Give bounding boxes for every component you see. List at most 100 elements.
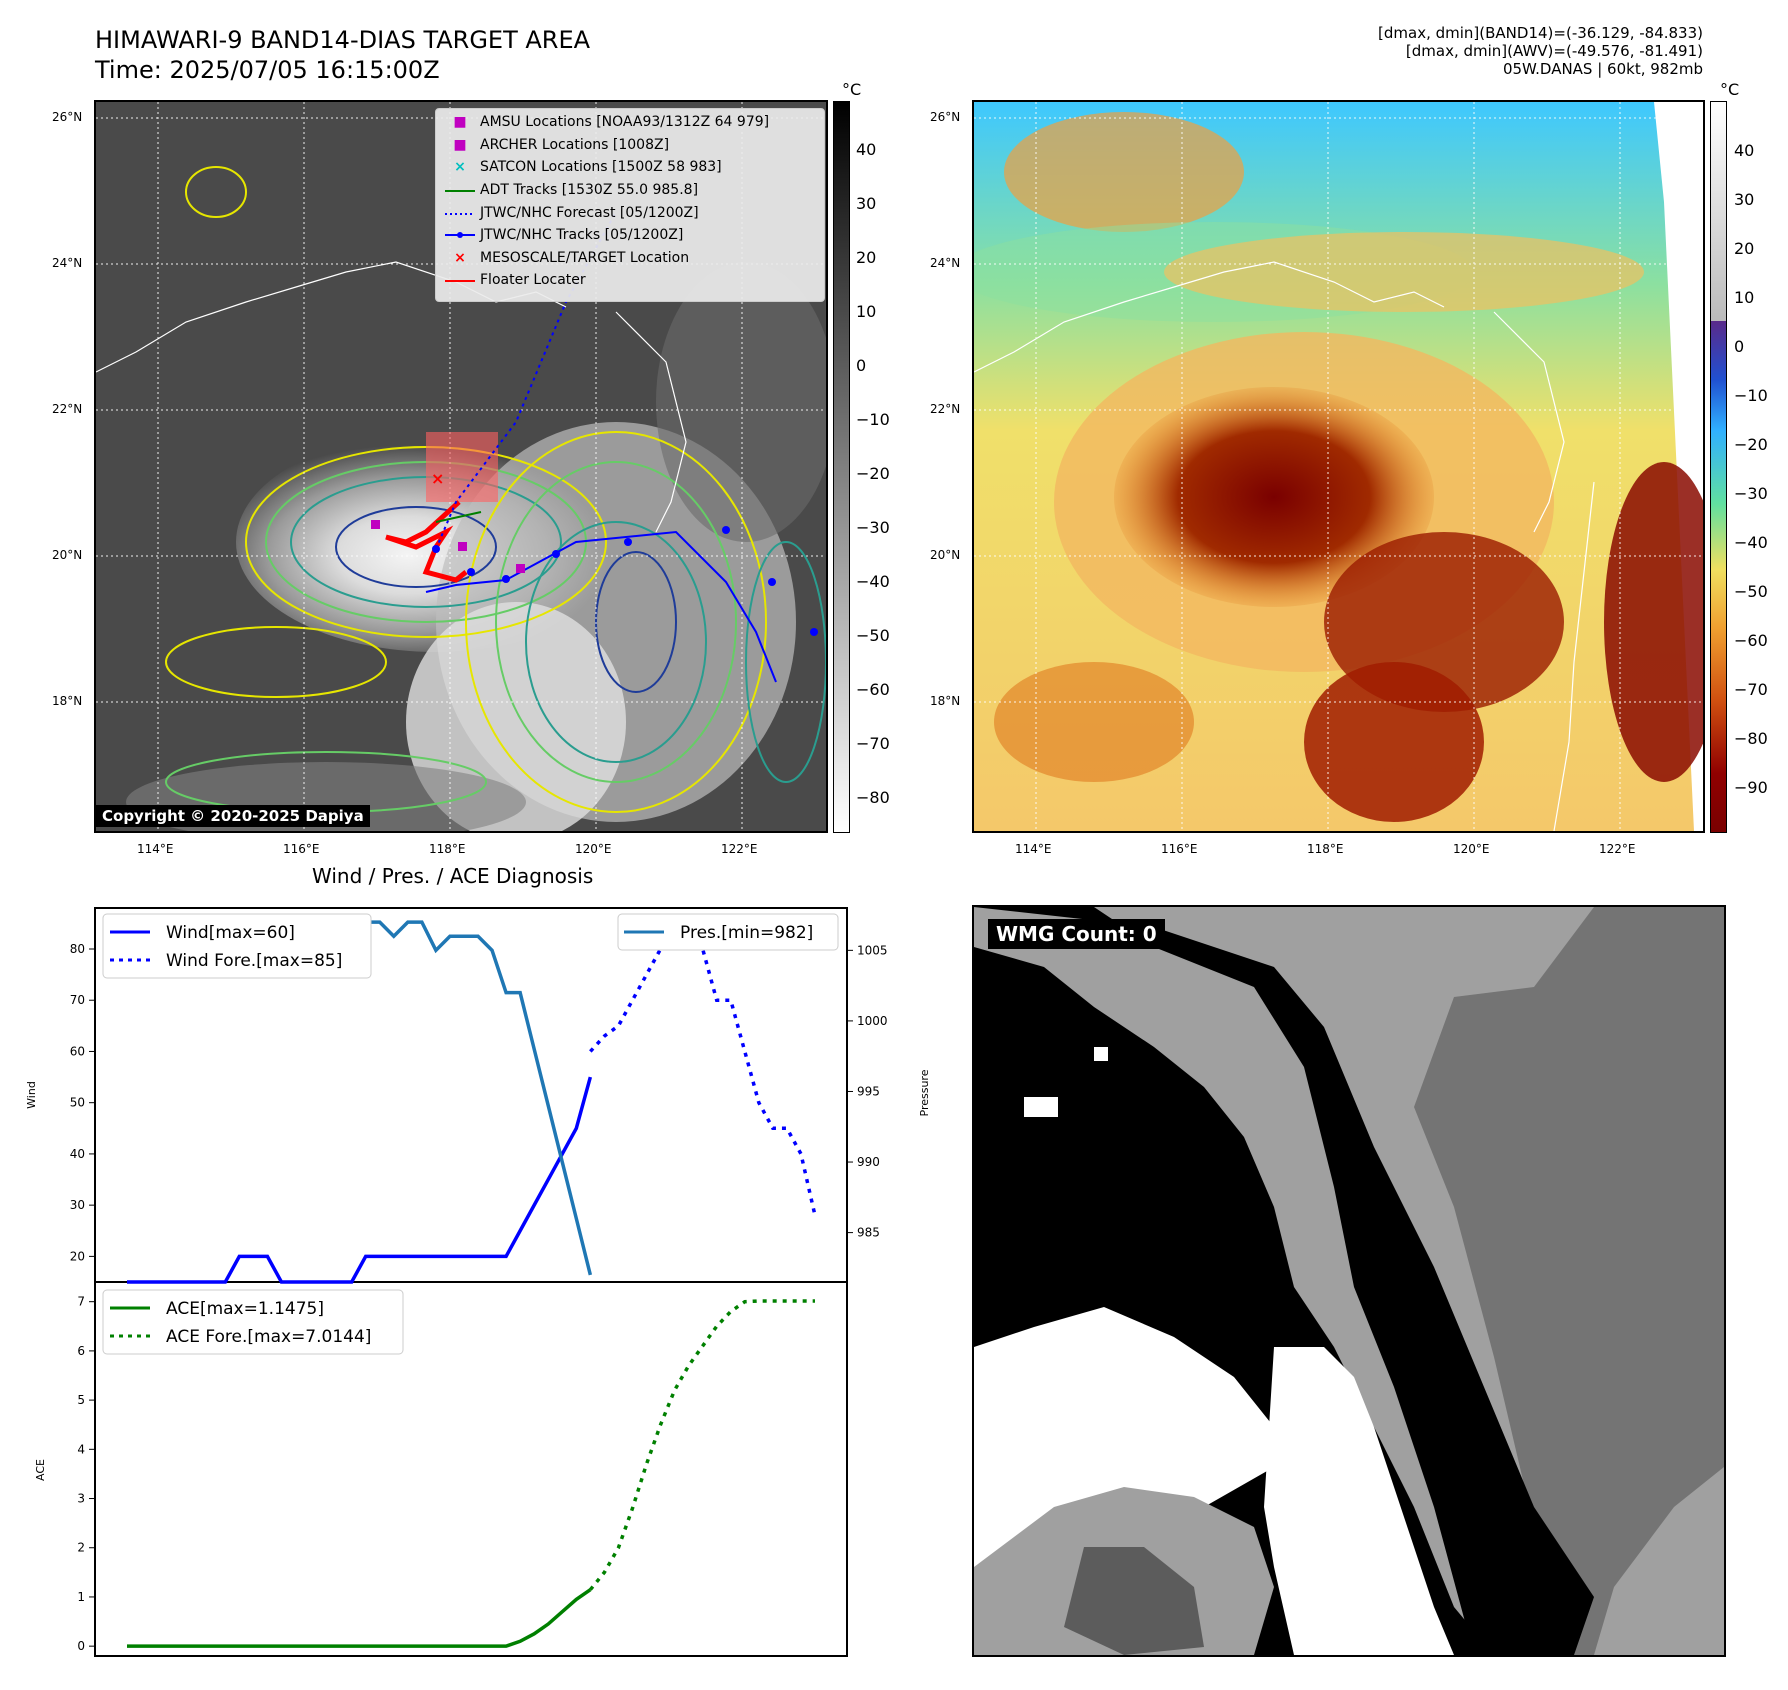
ace-ylabel: ACE — [34, 1459, 47, 1481]
pressure-legend: Pres.[min=982] — [617, 913, 839, 951]
legend-item-floater: Floater Locater — [440, 269, 820, 292]
ir-lat-tick: 20°N — [52, 548, 83, 562]
ir-cb-tick: 40 — [856, 140, 877, 159]
diagnosis-charts: Wind Pressure ACE 2030405060708098599099… — [25, 907, 930, 1657]
diagnosis-title: Wind / Pres. / ACE Diagnosis — [312, 864, 594, 888]
awv-cb-tick: −10 — [1734, 386, 1768, 405]
legend-marker-x: × — [454, 159, 466, 176]
awv-colorbar — [1710, 101, 1727, 833]
awv-cb-tick: −60 — [1734, 631, 1768, 650]
wind-legend: Wind[max=60] Wind Fore.[max=85] — [102, 913, 372, 979]
awv-lon-tick: 114°E — [1015, 842, 1052, 856]
awv-lon-tick: 120°E — [1453, 842, 1490, 856]
ir-lon-tick: 118°E — [429, 842, 466, 856]
ir-cb-tick: −70 — [856, 734, 890, 753]
awv-header-line: 05W.DANAS | 60kt, 982mb — [1502, 60, 1703, 78]
svg-text:×: × — [431, 469, 444, 488]
wind-ytick-label: 60 — [70, 1044, 85, 1058]
ir-lon-tick: 116°E — [283, 842, 320, 856]
ir-title: HIMAWARI-9 BAND14-DIAS TARGET AREA — [95, 26, 591, 54]
awv-header: [dmax, dmin](BAND14)=(-36.129, -84.833) … — [1003, 24, 1703, 78]
ir-cb-tick: −40 — [856, 572, 890, 591]
pressure-ylabel: Pressure — [918, 1069, 930, 1116]
ir-cb-tick: 30 — [856, 194, 877, 213]
series-line-1 — [589, 921, 817, 1216]
awv-lon-tick: 122°E — [1599, 842, 1636, 856]
legend-wind-forecast: Wind Fore.[max=85] — [166, 951, 342, 971]
ir-lat-tick: 22°N — [52, 402, 83, 416]
awv-lat-tick: 18°N — [930, 694, 961, 708]
ace-series-line-1 — [588, 1299, 815, 1591]
pressure-ytick-label: 1000 — [857, 1014, 888, 1028]
ace-ytick-label: 2 — [77, 1541, 85, 1555]
awv-cb-tick: 20 — [1734, 239, 1755, 258]
ir-lat-tick: 24°N — [52, 256, 83, 270]
legend-item-archer: ■ ARCHER Locations [1008Z] — [440, 134, 820, 157]
awv-lat-tick: 24°N — [930, 256, 961, 270]
awv-lon-tick: 118°E — [1307, 842, 1344, 856]
wind-ylabel: Wind — [25, 1081, 38, 1109]
awv-cb-tick: 40 — [1734, 141, 1755, 160]
ir-cb-tick: −50 — [856, 626, 890, 645]
awv-lat-tick: 22°N — [930, 402, 961, 416]
legend-line-blue-dotted — [440, 205, 480, 221]
copyright-badge: Copyright © 2020-2025 Dapiya — [96, 805, 370, 827]
awv-colorbar-ticks: 40 30 20 10 0 −10 −20 −30 −40 −50 −60 −7… — [1734, 141, 1784, 821]
wind-ytick-label: 50 — [70, 1096, 85, 1110]
awv-header-line: [dmax, dmin](AWV)=(-49.576, -81.491) — [1405, 42, 1703, 60]
awv-cb-tick: −80 — [1734, 729, 1768, 748]
legend-item-mesoscale: × MESOSCALE/TARGET Location — [440, 247, 820, 270]
wind-ytick-label: 20 — [70, 1249, 85, 1263]
ir-cb-tick: −60 — [856, 680, 890, 699]
ir-lon-tick: 122°E — [721, 842, 758, 856]
ir-cb-tick: 20 — [856, 248, 877, 267]
awv-cb-tick: −90 — [1734, 778, 1768, 797]
legend-item-amsu: ■ AMSU Locations [NOAA93/1312Z 64 979] — [440, 111, 820, 134]
awv-cb-tick: 0 — [1734, 337, 1745, 356]
ir-time: Time: 2025/07/05 16:15:00Z — [95, 56, 440, 84]
legend-ace: ACE[max=1.1475] — [166, 1299, 324, 1319]
awv-map-image — [974, 102, 1703, 831]
legend-marker-square: ■ — [453, 136, 467, 153]
ir-legend: ■ AMSU Locations [NOAA93/1312Z 64 979] ■ A… — [435, 108, 825, 302]
legend-line-red — [440, 272, 480, 288]
legend-pressure: Pres.[min=982] — [680, 923, 813, 943]
wmg-panel: WMG Count: 0 — [972, 905, 1726, 1657]
ace-legend: ACE[max=1.1475] ACE Fore.[max=7.0144] — [102, 1289, 404, 1355]
awv-lon-tick: 116°E — [1161, 842, 1198, 856]
awv-cb-tick: −30 — [1734, 484, 1768, 503]
ir-colorbar-ticks: 40 30 20 10 0 −10 −20 −30 −40 −50 −60 −7… — [856, 140, 896, 820]
legend-item-satcon: × SATCON Locations [1500Z 58 983] — [440, 156, 820, 179]
ir-lat-tick: 26°N — [52, 110, 83, 124]
legend-marker-x: × — [454, 249, 466, 266]
awv-cb-tick: 10 — [1734, 288, 1755, 307]
legend-item-jtwc-tracks: JTWC/NHC Tracks [05/1200Z] — [440, 224, 820, 247]
legend-wind: Wind[max=60] — [166, 923, 295, 943]
legend-item-adt: ADT Tracks [1530Z 55.0 985.8] — [440, 179, 820, 202]
ace-ytick-label: 1 — [77, 1590, 85, 1604]
pressure-ytick-label: 990 — [857, 1155, 880, 1169]
ace-axes — [94, 1281, 848, 1657]
legend-item-jtwc-forecast: JTWC/NHC Forecast [05/1200Z] — [440, 201, 820, 224]
ace-ytick-label: 4 — [77, 1442, 85, 1456]
awv-header-line: [dmax, dmin](BAND14)=(-36.129, -84.833) — [1378, 24, 1703, 42]
ir-cb-tick: −80 — [856, 788, 890, 807]
ir-cb-tick: −20 — [856, 464, 890, 483]
awv-cb-tick: −70 — [1734, 680, 1768, 699]
ir-colorbar-unit: °C — [842, 80, 862, 99]
ir-lon-tick: 120°E — [575, 842, 612, 856]
ace-ytick-label: 0 — [77, 1639, 85, 1653]
wind-ytick-label: 40 — [70, 1147, 85, 1161]
legend-marker-square: ■ — [453, 114, 467, 131]
wmg-image — [974, 907, 1724, 1655]
legend-line-green — [440, 182, 480, 198]
ace-ytick-label: 6 — [77, 1344, 85, 1358]
legend-ace-forecast: ACE Fore.[max=7.0144] — [166, 1327, 371, 1347]
awv-map — [972, 100, 1705, 833]
awv-lat-tick: 20°N — [930, 548, 961, 562]
pressure-ytick-label: 995 — [857, 1084, 880, 1098]
series-line-0 — [127, 1076, 593, 1284]
awv-colorbar-unit: °C — [1720, 80, 1740, 99]
legend-line-blue-dot — [440, 227, 480, 243]
ir-lon-tick: 114°E — [137, 842, 174, 856]
